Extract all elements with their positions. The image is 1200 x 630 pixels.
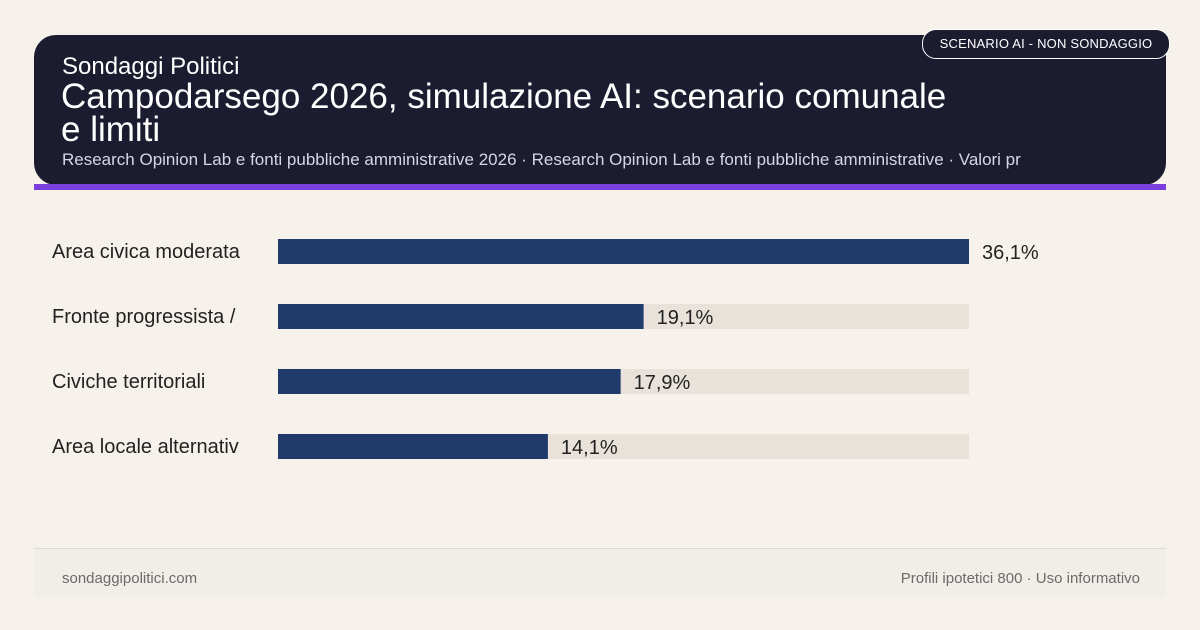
value-label: 17,9%	[634, 372, 691, 394]
category-label: Civiche territoriali	[52, 371, 205, 393]
bar	[278, 434, 548, 459]
bar	[278, 239, 969, 264]
value-label: 36,1%	[982, 242, 1039, 264]
value-label: 14,1%	[561, 437, 618, 459]
bar-chart: Area civica moderata 36,1% Fronte progress…	[52, 239, 1039, 459]
category-label: Area locale alternativ	[52, 436, 239, 458]
bar	[278, 369, 621, 394]
bar	[278, 304, 644, 329]
footer-site: sondaggipolitici.com	[62, 570, 198, 587]
header-accent-bar	[34, 184, 1166, 190]
brand-name: Sondaggi Politici	[62, 53, 240, 80]
chart-title: Campodarsego 2026, simulazione AI: scena…	[61, 77, 947, 149]
header-panel: Sondaggi Politici Campodarsego 2026, sim…	[34, 35, 1166, 185]
category-label: Fronte progressista /	[52, 306, 236, 328]
category-label: Area civica moderata	[52, 241, 241, 263]
footer-note: Profili ipotetici 800 · Uso informativo	[900, 570, 1140, 587]
scenario-badge: SCENARIO AI - NON SONDAGGIO	[922, 29, 1170, 59]
source-line: Research Opinion Lab e fonti pubbliche a…	[62, 150, 1021, 169]
value-label: 19,1%	[657, 307, 714, 329]
footer: sondaggipolitici.com Profili ipotetici 8…	[34, 548, 1166, 596]
